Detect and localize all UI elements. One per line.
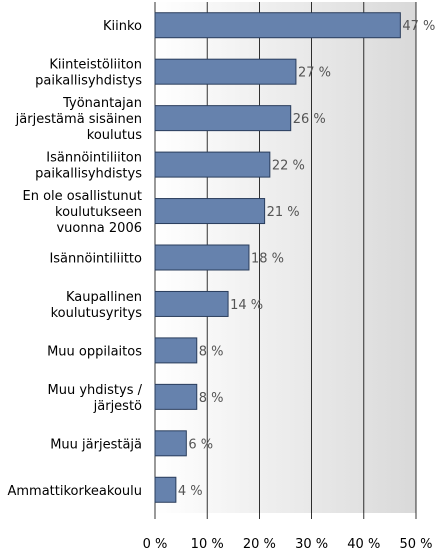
bar [154, 383, 198, 410]
data-label: 14 % [230, 298, 263, 313]
x-tick-label: 0 % [143, 537, 168, 552]
data-label: 22 % [272, 159, 305, 174]
category-label: Kiinteistöliiton paikallisyhdistys [35, 58, 142, 89]
category-labels: Kiinko Kiinteistöliiton paikallisyhdistys T… [8, 19, 143, 499]
bars [154, 12, 401, 503]
data-label: 6 % [188, 437, 213, 452]
category-label: Ammattikorkeakoulu [8, 484, 143, 499]
x-tick-label: 40 % [347, 537, 380, 552]
x-axis-ticks: 0 % 10 % 20 % 30 % 40 % 50 % [143, 537, 433, 552]
data-label: 8 % [199, 344, 224, 359]
x-tick-label: 30 % [295, 537, 328, 552]
data-label: 21 % [267, 205, 300, 220]
bar [154, 105, 292, 132]
data-label: 4 % [178, 484, 203, 499]
x-tick-label: 10 % [191, 537, 224, 552]
bar [154, 58, 297, 85]
category-label: En ole osallistunut koulutukseen vuonna 20… [23, 189, 143, 236]
bar [154, 12, 401, 39]
category-label: Muu oppilaitos [47, 344, 142, 359]
category-label: Muu järjestäjä [50, 437, 142, 452]
bar [154, 476, 177, 503]
x-tick-label: 20 % [243, 537, 276, 552]
category-label: Isännöintiliitto [49, 252, 142, 267]
bar [154, 430, 187, 457]
value-labels: 47 % 27 % 26 % 22 % 21 % 18 % 14 % 8 % 8 % 6 % 4 % [178, 19, 435, 499]
category-label: Työnantajan järjestämä sisäinen koulutus [15, 96, 143, 143]
bar [154, 290, 229, 317]
category-label: Muu yhdistys / järjestö [48, 383, 143, 414]
category-label: Kaupallinen koulutusyritys [51, 290, 143, 321]
data-label: 18 % [251, 252, 284, 267]
category-label: Isännöintiliiton paikallisyhdistys [35, 151, 142, 182]
bar [154, 198, 266, 225]
bar [154, 244, 250, 271]
bar [154, 337, 198, 364]
data-label: 27 % [298, 66, 331, 81]
bar [154, 151, 271, 178]
data-label: 26 % [293, 112, 326, 127]
x-tick-label: 50 % [399, 537, 432, 552]
data-label: 8 % [199, 391, 224, 406]
category-label: Kiinko [103, 19, 142, 34]
data-label: 47 % [402, 19, 435, 34]
